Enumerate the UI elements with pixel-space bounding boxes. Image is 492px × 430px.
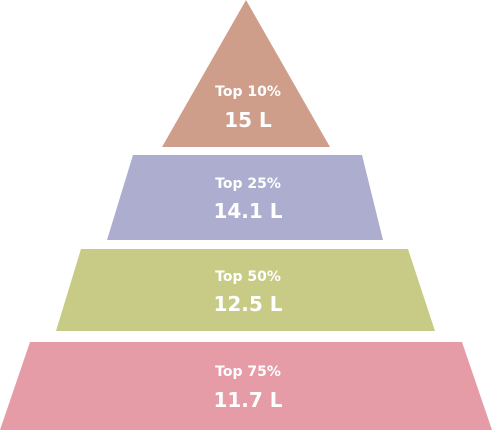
tier-top-25-value: 14.1 L bbox=[213, 199, 282, 223]
tier-top-75-label: Top 75% bbox=[215, 364, 281, 380]
tier-top-10-label: Top 10% bbox=[215, 84, 281, 100]
tier-top-50-shape bbox=[56, 249, 435, 331]
tier-top-75: Top 75% 11.7 L bbox=[0, 342, 492, 430]
tier-top-50-label: Top 50% bbox=[215, 269, 281, 285]
tier-top-10-value: 15 L bbox=[224, 108, 272, 132]
tier-top-75-value: 11.7 L bbox=[213, 388, 282, 412]
tier-top-10-shape bbox=[162, 0, 330, 147]
tier-top-50-value: 12.5 L bbox=[213, 292, 282, 316]
tier-top-10: Top 10% 15 L bbox=[162, 0, 330, 147]
tier-top-25: Top 25% 14.1 L bbox=[107, 155, 383, 240]
tier-top-75-shape bbox=[0, 342, 492, 430]
tier-top-25-label: Top 25% bbox=[215, 176, 281, 192]
tier-top-50: Top 50% 12.5 L bbox=[56, 249, 435, 331]
tier-top-25-shape bbox=[107, 155, 383, 240]
